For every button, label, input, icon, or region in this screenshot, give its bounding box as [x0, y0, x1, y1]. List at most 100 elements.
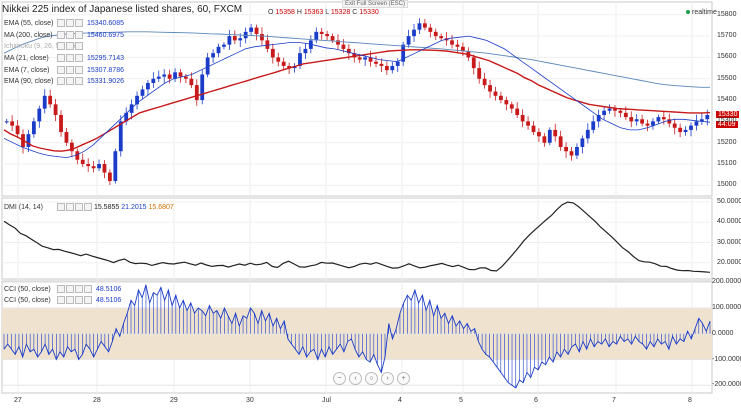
candle-body [661, 117, 666, 120]
candle-body [178, 72, 183, 77]
maximize-icon[interactable] [84, 203, 92, 211]
candle-body [580, 138, 585, 147]
candle-body [526, 121, 530, 126]
candle-body [216, 46, 221, 54]
close-icon[interactable] [75, 42, 83, 50]
maximize-icon[interactable] [84, 296, 92, 304]
dmi-pane-frame [1, 197, 713, 280]
settings-icon[interactable] [57, 31, 65, 39]
candle-body [42, 95, 47, 109]
candle-body [428, 27, 433, 32]
forward-icon[interactable]: › [381, 372, 394, 385]
settings-icon[interactable] [57, 66, 65, 74]
indicator-name: EMA (55, close) [4, 19, 54, 27]
close-icon[interactable] [75, 296, 83, 304]
indicator-name: MA (21, close) [4, 54, 49, 62]
cci-legend-1[interactable]: CCI (50, close) 48.5106 [4, 285, 121, 293]
candle-body [537, 132, 541, 137]
candle-body [222, 44, 226, 47]
candle-body [585, 129, 590, 139]
ohlc-low-value: 15328 [330, 9, 351, 16]
indicator-row-ema7[interactable]: EMA (7, close) 15307.8786 [4, 66, 124, 74]
dmi-tick-label: 40.0000 [717, 218, 741, 226]
close-icon[interactable] [75, 66, 83, 74]
visibility-icon[interactable] [66, 31, 74, 39]
candle-body [439, 36, 444, 39]
candle-body [281, 61, 286, 66]
settings-icon[interactable] [57, 54, 65, 62]
exit-full-screen-button[interactable]: Exit Full Screen (ESC) [342, 0, 409, 8]
candle-body [48, 95, 53, 105]
indicator-row-ema90[interactable]: EMA (90, close) 15331.9026 [4, 77, 124, 85]
price-tick-label: 15800 [717, 10, 737, 18]
candle-body [482, 78, 487, 86]
candle-body [384, 65, 389, 71]
close-icon[interactable] [75, 54, 83, 62]
candle-body [705, 114, 710, 120]
candle-body [493, 91, 498, 96]
visibility-icon[interactable] [66, 285, 74, 293]
maximize-icon[interactable] [84, 285, 92, 293]
close-icon[interactable] [75, 31, 83, 39]
ema55-line [3, 49, 711, 152]
visibility-icon[interactable] [66, 66, 74, 74]
candle-body [368, 57, 373, 62]
dmi-tick-label: 20.0000 [717, 258, 741, 266]
ohlc-high-label: H [296, 9, 302, 16]
visibility-icon[interactable] [66, 203, 74, 211]
settings-icon[interactable] [57, 77, 65, 85]
price-tick-label: 15700 [717, 32, 737, 40]
realtime-indicator: realtime [686, 9, 717, 16]
settings-icon[interactable] [57, 19, 65, 27]
close-icon[interactable] [75, 19, 83, 27]
candle-body [699, 119, 704, 122]
visibility-icon[interactable] [66, 296, 74, 304]
settings-icon[interactable] [57, 296, 65, 304]
close-icon[interactable] [75, 203, 83, 211]
candle-body [575, 146, 579, 156]
indicator-row-ema55[interactable]: EMA (55, close) 15340.6085 [4, 19, 124, 27]
candle-body [515, 108, 520, 115]
candle-body [553, 129, 558, 137]
candle-body [395, 61, 400, 66]
candle-body [59, 114, 63, 133]
price-tick-label: 15500 [717, 74, 737, 82]
price-tick-label: 15400 [717, 96, 737, 104]
candle-body [488, 85, 492, 92]
close-icon[interactable] [75, 285, 83, 293]
cci-tick-label: 100.0000 [712, 304, 741, 312]
countdown-tag: 44:09 [716, 121, 738, 128]
visibility-icon[interactable] [66, 42, 74, 50]
dmi-tick-label: 30.0000 [717, 238, 741, 246]
cci-legend-2[interactable]: CCI (50, close) 48.5106 [4, 296, 121, 304]
indicator-row-ichimoku[interactable]: Ichimoku (9, 26, 52, 26) [4, 42, 83, 50]
cci-name: CCI (50, close) [4, 285, 51, 293]
visibility-icon[interactable] [66, 19, 74, 27]
price-tick-label: 15000 [717, 181, 737, 189]
visibility-icon[interactable] [66, 54, 74, 62]
chart-title: Nikkei 225 index of Japanese listed shar… [2, 4, 243, 15]
candle-body [683, 129, 688, 133]
indicator-row-ma21[interactable]: MA (21, close) 15295.7143 [4, 54, 124, 62]
realtime-label: realtime [692, 9, 717, 16]
candle-body [651, 121, 655, 126]
candle-body [4, 121, 9, 123]
zoom-out-icon[interactable]: − [333, 372, 346, 385]
ohlc-open-value: 15358 [275, 9, 295, 16]
back-icon[interactable]: ‹ [349, 372, 362, 385]
settings-icon[interactable] [57, 42, 65, 50]
indicator-name: Ichimoku (9, 26, 52, 26) [4, 42, 78, 50]
settings-icon[interactable] [57, 203, 65, 211]
close-icon[interactable] [75, 77, 83, 85]
dmi-legend[interactable]: DMI (14, 14) 15.5855 21.2015 15.6807 [4, 203, 174, 211]
visibility-icon[interactable] [66, 77, 74, 85]
indicator-row-ma200[interactable]: MA (200, close) 15460.6975 [4, 31, 124, 39]
candle-body [140, 89, 145, 96]
zoom-in-icon[interactable]: + [397, 372, 410, 385]
cci-value: 48.5106 [96, 296, 122, 304]
settings-icon[interactable] [57, 285, 65, 293]
candle-body [433, 31, 438, 37]
candle-body [118, 121, 123, 152]
reset-icon[interactable]: ○ [365, 372, 378, 385]
